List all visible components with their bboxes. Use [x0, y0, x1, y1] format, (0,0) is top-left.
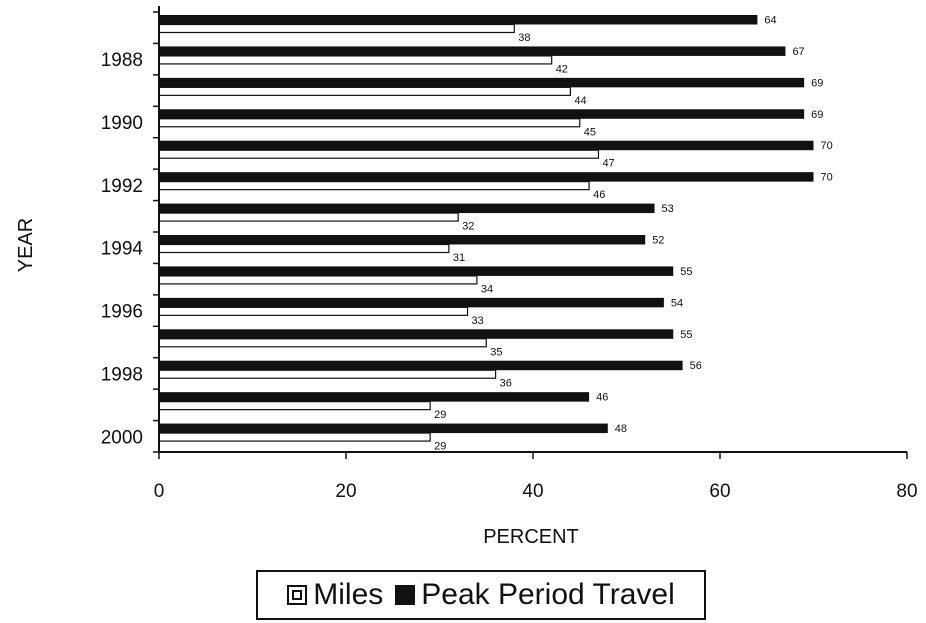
bar-peak-1999: [159, 392, 590, 402]
bar-miles-1988: [158, 55, 553, 65]
legend-item-miles: Miles: [287, 578, 383, 612]
x-axis-title: PERCENT: [483, 526, 579, 548]
y-tick-label-1996: 1996: [101, 302, 143, 323]
bar-miles-1998: [158, 369, 497, 379]
bar-peak-1992: [159, 172, 814, 182]
miles-swatch-icon: [287, 585, 308, 605]
data-label-miles-1998: 36: [500, 378, 512, 390]
bar-miles-1990: [158, 118, 581, 128]
data-label-peak-1994: 52: [652, 235, 664, 247]
bar-peak-1996: [159, 297, 664, 308]
data-label-miles-1989: 44: [574, 95, 586, 107]
data-label-peak-1989: 69: [811, 77, 823, 89]
bar-peak-1994: [159, 235, 646, 245]
bar-miles-1992: [158, 181, 590, 191]
bar-peak-1987: [159, 15, 758, 25]
y-axis-title: YEAR: [15, 218, 37, 272]
data-label-miles-1987: 38: [518, 32, 530, 44]
data-label-peak-1999: 46: [596, 392, 608, 404]
bar-peak-1998: [159, 360, 683, 371]
bar-miles-1996: [158, 306, 469, 316]
data-label-miles-1988: 42: [556, 63, 568, 75]
bar-miles-1994: [158, 243, 450, 254]
peak-swatch-icon: [395, 585, 416, 605]
plot-area: 64 38 67 42 69 44 69 45 70 47 70 46 53 32 52 31 55 34 54 33…: [158, 15, 833, 453]
data-label-peak-1987: 64: [764, 15, 776, 27]
data-label-miles-1993: 32: [462, 221, 474, 233]
x-tick-label-0: 0: [154, 481, 165, 502]
bar-chart: 64 38 67 42 69 44 69 45 70 47 70 46 53 32 52 31 55 34 54 33…: [15, 6, 918, 548]
data-label-peak-1991: 70: [821, 140, 833, 152]
x-tick-label-80: 80: [896, 481, 917, 502]
legend-item-peak: Peak Period Travel: [395, 578, 675, 612]
y-tick-label-1990: 1990: [101, 113, 143, 134]
bar-peak-1991: [159, 140, 814, 151]
data-label-peak-1997: 55: [680, 329, 692, 341]
bar-miles-2000: [158, 432, 431, 442]
bar-miles-1997: [158, 338, 487, 348]
data-label-peak-1995: 55: [680, 266, 692, 278]
bar-miles-1991: [158, 149, 600, 159]
y-tick-label-1988: 1988: [101, 50, 143, 71]
bar-miles-1993: [158, 212, 459, 222]
data-label-miles-1996: 33: [472, 315, 484, 327]
data-label-peak-1993: 53: [662, 203, 674, 215]
bar-peak-1990: [159, 109, 805, 119]
data-label-miles-1990: 45: [584, 126, 596, 138]
legend-label-miles: Miles: [313, 578, 384, 611]
bar-peak-1988: [159, 46, 786, 56]
x-tick-label-60: 60: [709, 481, 730, 502]
bar-peak-1997: [159, 329, 674, 339]
bar-peak-1989: [159, 77, 805, 88]
data-label-peak-1990: 69: [811, 109, 823, 121]
y-tick-label-1998: 1998: [101, 364, 143, 385]
axes: 1988 1990 1992 1994 1996 1998 2000 0 20 40 60 80: [101, 6, 918, 502]
bar-miles-1987: [158, 23, 515, 34]
data-label-miles-1997: 35: [490, 346, 502, 358]
data-label-peak-2000: 48: [615, 423, 627, 435]
data-label-miles-1991: 47: [602, 158, 614, 170]
x-tick-label-40: 40: [522, 481, 543, 502]
y-tick-label-2000: 2000: [101, 427, 143, 448]
bar-peak-1993: [159, 203, 655, 214]
legend-label-peak: Peak Period Travel: [421, 578, 675, 611]
data-label-miles-1994: 31: [453, 252, 465, 264]
bar-miles-1995: [158, 275, 478, 285]
y-tick-label-1994: 1994: [101, 239, 144, 260]
data-label-peak-1998: 56: [690, 360, 702, 372]
data-label-miles-1999: 29: [434, 409, 446, 421]
bar-miles-1999: [158, 401, 431, 411]
data-label-miles-1992: 46: [593, 189, 605, 201]
x-tick-label-20: 20: [335, 481, 356, 502]
data-label-peak-1988: 67: [792, 46, 804, 58]
bar-peak-2000: [159, 423, 608, 434]
legend: Miles Peak Period Travel: [256, 570, 706, 620]
data-label-peak-1992: 70: [821, 172, 833, 184]
data-label-miles-1995: 34: [481, 283, 493, 295]
bar-peak-1995: [159, 266, 674, 276]
data-label-peak-1996: 54: [671, 297, 683, 309]
bar-miles-1989: [158, 86, 571, 96]
data-label-miles-2000: 29: [434, 441, 446, 453]
y-tick-label-1992: 1992: [101, 176, 143, 197]
